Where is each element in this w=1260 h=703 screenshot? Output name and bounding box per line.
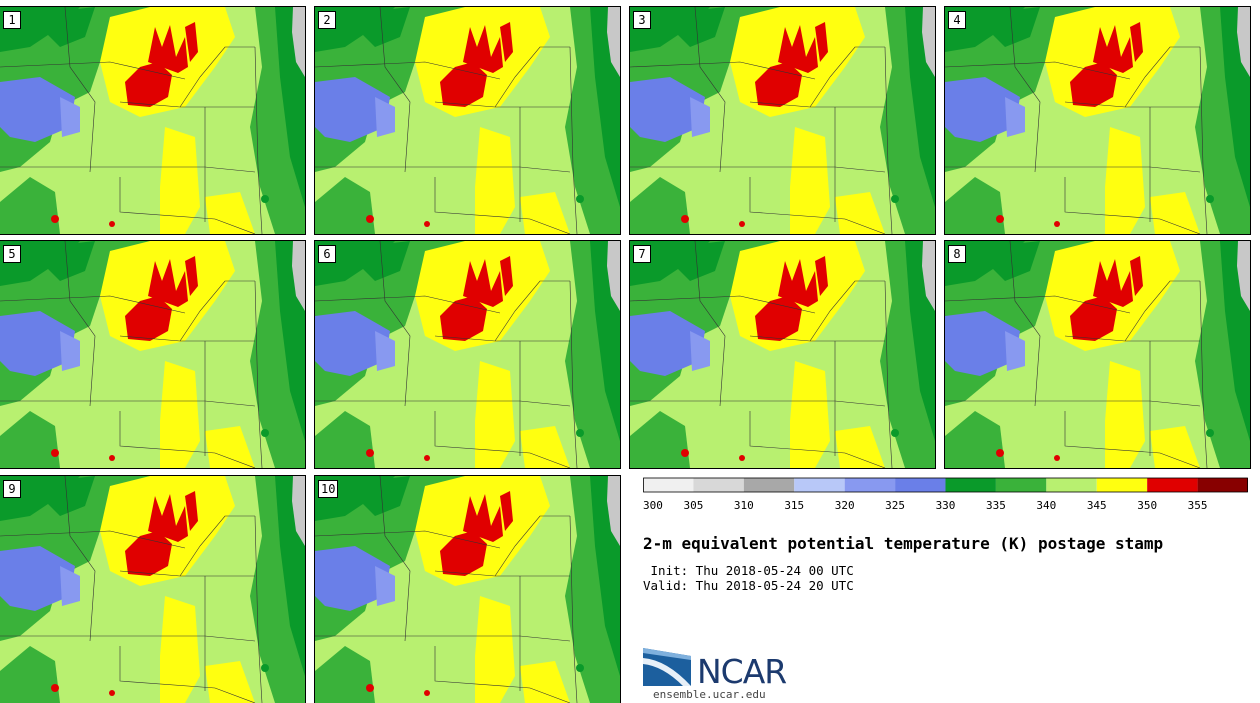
theta-e-map bbox=[0, 476, 305, 703]
theta-e-map bbox=[0, 7, 305, 234]
colorbar-border bbox=[643, 477, 1248, 493]
colorbar-swatch bbox=[643, 478, 694, 492]
ensemble-member-panel: 6 bbox=[314, 240, 621, 469]
theta-e-map bbox=[945, 7, 1250, 234]
logo-url: ensemble.ucar.edu bbox=[653, 688, 766, 701]
chart-title: 2-m equivalent potential temperature (K)… bbox=[643, 534, 1164, 553]
colorbar-tick-label: 325 bbox=[885, 499, 905, 512]
colorbar-swatch bbox=[995, 478, 1047, 492]
colorbar-swatch bbox=[844, 478, 896, 492]
colorbar-tick-label: 330 bbox=[936, 499, 956, 512]
colorbar-svg: 300 305 310 315 320 325 330 335 340 345 350 355 bbox=[643, 477, 1248, 512]
valid-time: Valid: Thu 2018-05-24 20 UTC bbox=[643, 578, 854, 593]
ensemble-member-panel: 9 bbox=[0, 475, 306, 703]
colorbar-tick-label: 340 bbox=[1036, 499, 1056, 512]
theta-e-map bbox=[0, 241, 305, 468]
theta-e-map bbox=[315, 241, 620, 468]
colorbar-swatch bbox=[945, 478, 996, 492]
colorbar-swatch bbox=[1147, 478, 1198, 492]
colorbar-swatch bbox=[1046, 478, 1097, 492]
member-number-label: 9 bbox=[3, 480, 21, 498]
colorbar-legend: 300 305 310 315 320 325 330 335 340 345 350 355 bbox=[643, 477, 1248, 517]
colorbar-swatch bbox=[1197, 478, 1248, 492]
colorbar-swatch bbox=[693, 478, 744, 492]
colorbar-tick-label: 310 bbox=[734, 499, 754, 512]
ensemble-member-panel: 7 bbox=[629, 240, 936, 469]
colorbar-swatch bbox=[1096, 478, 1148, 492]
ensemble-member-panel: 3 bbox=[629, 6, 936, 235]
colorbar-tick-label: 355 bbox=[1188, 499, 1208, 512]
colorbar-tick-label: 315 bbox=[784, 499, 804, 512]
ensemble-member-panel: 2 bbox=[314, 6, 621, 235]
init-time: Init: Thu 2018-05-24 00 UTC bbox=[643, 563, 854, 578]
member-number-label: 1 bbox=[3, 11, 21, 29]
member-number-label: 6 bbox=[318, 245, 336, 263]
ensemble-member-panel: 5 bbox=[0, 240, 306, 469]
ensemble-member-panel: 8 bbox=[944, 240, 1251, 469]
ensemble-member-panel: 1 bbox=[0, 6, 306, 235]
colorbar-swatch bbox=[794, 478, 845, 492]
ncar-logo-icon bbox=[643, 648, 691, 686]
theta-e-map bbox=[630, 7, 935, 234]
ensemble-member-panel: 10 bbox=[314, 475, 621, 703]
theta-e-map bbox=[315, 7, 620, 234]
logo-wordmark: NCAR bbox=[697, 652, 787, 691]
member-number-label: 7 bbox=[633, 245, 651, 263]
colorbar-tick-label: 300 bbox=[643, 499, 663, 512]
member-number-label: 2 bbox=[318, 11, 336, 29]
member-number-label: 10 bbox=[318, 480, 339, 498]
member-number-label: 5 bbox=[3, 245, 21, 263]
member-number-label: 4 bbox=[948, 11, 966, 29]
colorbar-swatch bbox=[895, 478, 946, 492]
member-number-label: 3 bbox=[633, 11, 651, 29]
colorbar-tick-label: 345 bbox=[1087, 499, 1107, 512]
colorbar-tick-label: 335 bbox=[986, 499, 1006, 512]
theta-e-map bbox=[630, 241, 935, 468]
theta-e-map bbox=[945, 241, 1250, 468]
colorbar-tick-label: 320 bbox=[835, 499, 855, 512]
colorbar-swatch bbox=[743, 478, 795, 492]
ensemble-member-panel: 4 bbox=[944, 6, 1251, 235]
colorbar-tick-label: 305 bbox=[683, 499, 703, 512]
member-number-label: 8 bbox=[948, 245, 966, 263]
colorbar-tick-label: 350 bbox=[1137, 499, 1157, 512]
theta-e-map bbox=[315, 476, 620, 703]
